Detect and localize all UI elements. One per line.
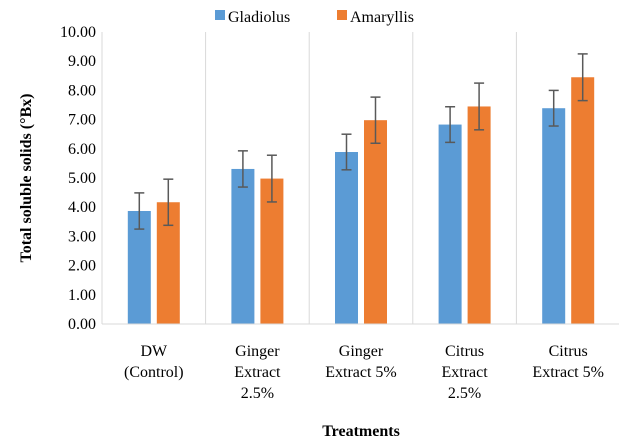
bar-amaryllis <box>571 77 595 324</box>
bar-amaryllis <box>364 120 387 325</box>
x-category-label: Extract 5% <box>325 364 397 381</box>
bar-gladiolus <box>335 152 358 324</box>
x-category-label: DW <box>140 343 168 360</box>
y-tick-label: 9.00 <box>68 53 96 70</box>
bar-gladiolus <box>231 168 255 324</box>
bar-amaryllis <box>156 202 180 324</box>
x-axis-title: Treatments <box>322 423 400 440</box>
x-category-label: Ginger <box>339 343 384 360</box>
x-axis: DW (Control) Ginger Extract 2.5% Ginger Extrac… <box>102 323 619 402</box>
y-tick-label: 3.00 <box>68 228 96 245</box>
y-tick-label: 6.00 <box>68 141 96 158</box>
bar-amaryllis <box>467 106 491 325</box>
legend-label-amaryllis: Amaryllis <box>350 9 414 26</box>
y-tick-label: 7.00 <box>68 112 96 129</box>
x-category-label: Extract <box>441 364 488 381</box>
x-category-label: 2.5% <box>241 385 274 402</box>
y-tick-label: 5.00 <box>68 170 96 187</box>
y-tick-label: 1.00 <box>68 287 96 304</box>
legend: Gladiolus Amaryllis <box>215 9 414 26</box>
x-category-label: Ginger <box>235 343 280 360</box>
y-tick-label: 4.00 <box>68 199 96 216</box>
x-category-label: Citrus <box>549 343 588 360</box>
bar-amaryllis <box>260 178 284 324</box>
x-category-label: (Control) <box>124 364 184 381</box>
y-tick-label: 8.00 <box>68 82 96 99</box>
y-tick-label: 10.00 <box>60 24 96 41</box>
bar-gladiolus <box>127 210 151 324</box>
y-axis: 0.00 1.00 2.00 3.00 4.00 5.00 6.00 7.00 8.00 9.00… <box>60 24 103 333</box>
legend-swatch-amaryllis <box>337 10 347 20</box>
y-axis-title: Total soluble solids (°Bx) <box>18 94 35 263</box>
gridlines <box>205 32 517 324</box>
bars <box>127 77 595 325</box>
x-category-label: 2.5% <box>448 385 481 402</box>
x-category-label: Extract 5% <box>532 364 604 381</box>
bar-gladiolus <box>438 124 462 325</box>
legend-swatch-gladiolus <box>215 10 225 20</box>
y-tick-label: 2.00 <box>68 258 96 275</box>
error-bars <box>134 53 588 230</box>
y-tick-label: 0.00 <box>68 316 96 333</box>
x-category-label: Citrus <box>445 343 484 360</box>
x-category-label: Extract <box>234 364 281 381</box>
legend-label-gladiolus: Gladiolus <box>228 9 290 26</box>
bar-gladiolus <box>542 108 566 324</box>
